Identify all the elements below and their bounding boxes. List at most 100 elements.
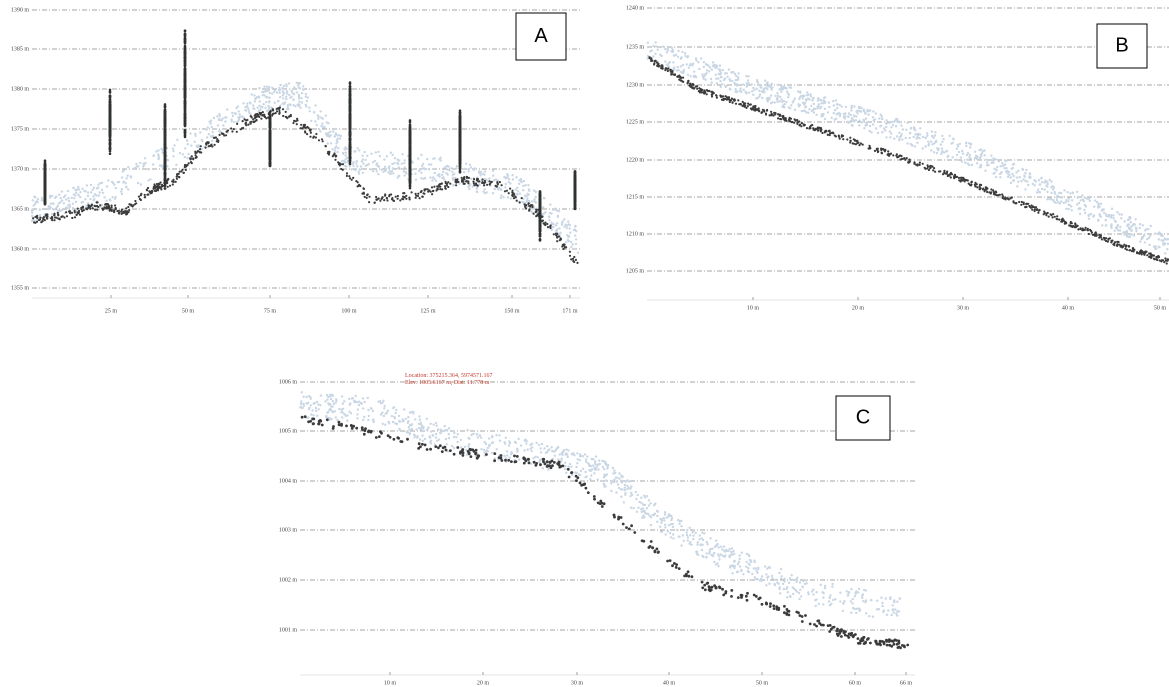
point [554,207,556,209]
point [841,105,843,107]
point [521,197,523,199]
point [999,165,1001,167]
x-tick-label: 30 m [957,305,970,311]
point [535,196,537,198]
point [238,113,240,115]
point [518,179,520,181]
panel: 1240 m1235 m1230 m1225 m1220 m1215 m1210… [626,5,1169,311]
point [393,162,395,164]
point [1039,183,1041,185]
point [109,132,112,135]
point [463,168,465,170]
point [968,164,970,166]
y-tick-label: 1230 m [626,82,645,88]
point [969,146,971,148]
point [93,199,95,201]
point [109,113,112,116]
point [548,219,550,221]
point [872,116,874,118]
point [833,104,835,106]
point [253,94,255,96]
point [49,195,51,197]
point [832,100,834,102]
point [1017,181,1019,183]
point [845,106,847,108]
point [655,45,657,47]
point [259,100,261,102]
point [459,114,462,117]
point [71,217,73,219]
point [125,182,127,184]
point [355,162,357,164]
point [75,201,77,203]
point [39,214,41,216]
point [251,93,253,95]
figure: 1390 m1385 m1380 m1375 m1370 m1365 m1360… [0,0,1169,687]
point [349,137,352,140]
point [260,106,262,108]
point [777,95,779,97]
point [197,144,199,146]
point [286,117,288,119]
point [184,73,187,76]
point [483,184,485,186]
point [306,133,308,135]
point [296,123,298,125]
point [419,197,421,199]
point [164,187,167,190]
point [184,80,187,83]
point [806,94,808,96]
point [164,112,167,115]
point [31,215,33,217]
point [1128,223,1130,225]
point [719,80,721,82]
point [898,138,900,140]
point [300,124,302,126]
point [673,55,675,57]
point [186,139,188,141]
point [1076,203,1078,205]
point [153,154,155,156]
point [265,117,267,119]
point [914,145,916,147]
point [797,90,799,92]
point [265,101,267,103]
point [528,200,530,202]
point [528,205,530,207]
point [729,80,731,82]
point [308,127,310,129]
point [729,88,731,90]
point [217,124,219,126]
point [459,125,462,128]
point [184,101,187,104]
point [349,118,352,121]
y-tick-label: 1370 m [11,166,30,172]
point [680,65,682,67]
point [815,114,817,116]
point [167,186,169,188]
point [662,45,664,47]
point [144,157,146,159]
point [64,194,66,196]
point [421,190,423,192]
point [574,194,577,197]
point [366,197,368,199]
point [927,141,929,143]
point [1130,221,1132,223]
point [183,172,185,174]
point [435,189,437,191]
point [546,223,548,225]
point [746,92,748,94]
point [995,158,997,160]
point [420,177,422,179]
y-tick-label: 1215 m [626,194,645,200]
point [709,66,711,68]
point [164,140,167,143]
point [550,221,552,223]
point [892,124,894,126]
point [1016,185,1018,187]
point [74,210,76,212]
point [109,134,112,137]
point [82,207,84,209]
point [116,210,118,212]
